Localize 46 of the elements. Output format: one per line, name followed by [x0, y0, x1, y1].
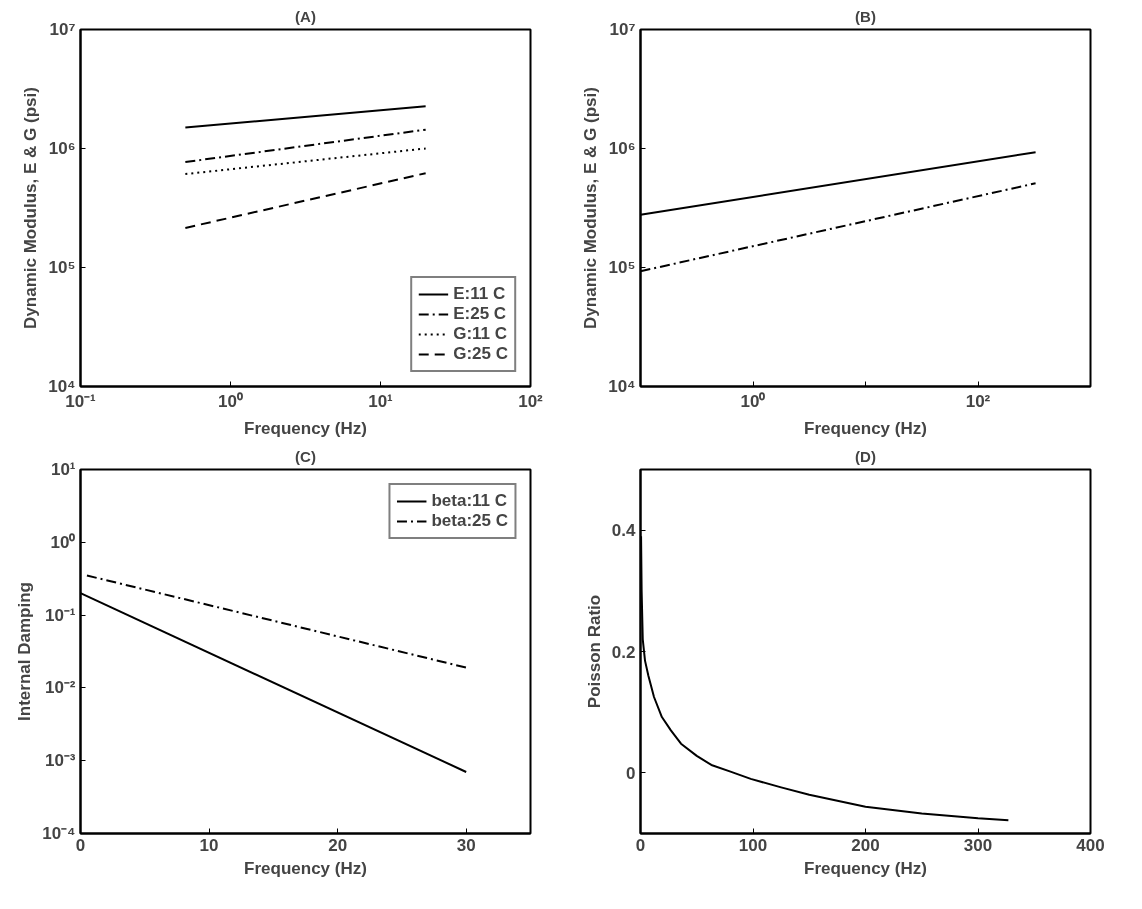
- x-axis-title: Frequency (Hz): [804, 418, 927, 438]
- y-axis-title: Poisson Ratio: [584, 594, 604, 709]
- x-tick-label: 10: [199, 835, 219, 855]
- x-tick-label: 30: [456, 835, 476, 855]
- x-tick-label: 10⁰: [218, 391, 243, 411]
- y-tick-label: 10¹: [50, 460, 76, 479]
- y-tick-label: 10⁻⁴: [42, 824, 76, 843]
- y-tick-label: 10⁻²: [44, 678, 76, 698]
- chart-title: (D): [855, 447, 876, 465]
- chart-title: (B): [855, 7, 876, 25]
- x-tick-label: 10²: [965, 391, 991, 411]
- chart-title: (C): [295, 447, 316, 465]
- x-tick-label: 10¹: [368, 391, 394, 411]
- x-tick-label: 400: [1076, 835, 1105, 855]
- legend-label: E:25 C: [453, 304, 507, 324]
- y-axis-title: Internal Damping: [15, 582, 35, 721]
- legend-label: G:25 C: [453, 344, 508, 364]
- y-axis-title: Dynamic Modulus, E & G (psi): [581, 87, 601, 329]
- x-axis-title: Frequency (Hz): [244, 418, 367, 438]
- y-tick-label: 10⁶: [608, 139, 636, 158]
- y-tick-label: 10⁶: [48, 139, 76, 158]
- x-tick-label: 20: [328, 835, 348, 855]
- legend-label: beta:25 C: [431, 511, 508, 531]
- x-axis-title: Frequency (Hz): [804, 858, 927, 878]
- y-tick-label: 10⁻³: [44, 751, 76, 771]
- y-tick-label: 10⁰: [50, 532, 76, 552]
- x-tick-label: 200: [851, 835, 880, 855]
- x-axis-title: Frequency (Hz): [244, 858, 367, 878]
- y-tick-label: 0: [626, 763, 636, 783]
- x-tick-label: 300: [963, 835, 993, 855]
- y-tick-label: 0.2: [611, 642, 636, 662]
- chart-title: (A): [295, 7, 316, 25]
- x-tick-label: 100: [738, 835, 768, 855]
- y-tick-label: 10⁴: [608, 377, 636, 396]
- y-tick-label: 0.4: [611, 521, 637, 541]
- legend-label: beta:11 C: [431, 491, 508, 511]
- x-tick-label: 10²: [518, 391, 544, 411]
- y-tick-label: 10⁻¹: [44, 605, 76, 625]
- y-tick-label: 10⁷: [609, 20, 636, 39]
- x-tick-label: 10⁰: [740, 391, 766, 411]
- y-axis-title: Dynamic Modulus, E & G (psi): [21, 87, 41, 329]
- y-tick-label: 10⁵: [48, 258, 76, 277]
- y-tick-label: 10⁷: [49, 20, 76, 39]
- legend-label: E:11 C: [453, 284, 506, 304]
- y-tick-label: 10⁵: [608, 258, 636, 277]
- legend-label: G:11 C: [453, 324, 508, 344]
